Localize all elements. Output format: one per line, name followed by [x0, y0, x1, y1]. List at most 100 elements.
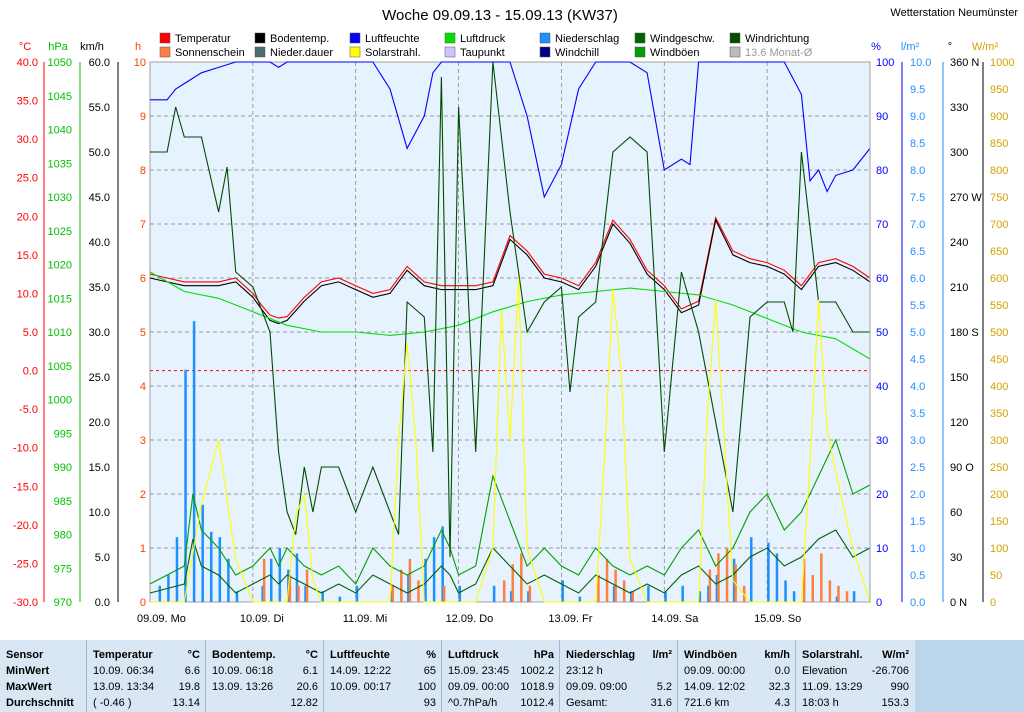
bar-Niederschlag — [338, 596, 342, 602]
bar-Niederschlag — [707, 585, 710, 602]
bar-Niederschlag — [664, 591, 667, 602]
bar-Niederschlag — [424, 558, 427, 602]
stats-cell-label: 18:03 h — [802, 697, 839, 709]
y-tick-label-pressure: 1020 — [48, 260, 72, 272]
bar-Niederschlag — [835, 596, 839, 602]
bar-Niederschlag — [304, 585, 307, 602]
legend-label: Windrichtung — [745, 33, 809, 45]
bar-Niederschlag — [492, 585, 496, 602]
y-tick-label-rain: 4.5 — [910, 354, 925, 366]
y-tick-label-hours: 8 — [140, 165, 146, 177]
line-Windrichtung — [150, 61, 870, 558]
stats-column-header: Bodentemp. °C — [212, 647, 318, 663]
stats-cell-row: Gesamt: 31.6 — [566, 695, 672, 711]
y-tick-label-wind: 30.0 — [89, 327, 110, 339]
y-tick-label-pressure: 1000 — [48, 395, 72, 407]
y-tick-label-solar: 500 — [990, 327, 1008, 339]
y-tick-label-humidity: 10 — [876, 543, 888, 555]
stats-cell-label: 721.6 km — [684, 697, 730, 709]
stats-column-unit: W/m² — [882, 649, 909, 661]
y-tick-label-rain: 7.0 — [910, 219, 925, 231]
y-tick-label-pressure: 1040 — [48, 125, 72, 137]
y-tick-label-direction: 300 — [950, 147, 968, 159]
x-tick-label: 15.09. So — [754, 613, 801, 625]
bar-Sonnenschein — [820, 553, 823, 602]
bar-Niederschlag — [184, 369, 187, 602]
y-tick-label-rain: 8.0 — [910, 165, 925, 177]
bar-Niederschlag — [261, 585, 264, 602]
legend-label: Luftdruck — [460, 33, 506, 45]
legend-swatch — [634, 46, 646, 58]
station-name: Wetterstation Neumünster — [890, 7, 1018, 19]
y-tick-label-rain: 0.5 — [910, 570, 925, 582]
axis-unit-temperature: °C — [19, 41, 31, 53]
y-tick-label-humidity: 60 — [876, 273, 888, 285]
stats-cell-label: 11.09. 13:29 — [802, 681, 863, 693]
stats-column-title: Luftdruck — [448, 649, 499, 661]
y-tick-label-pressure: 970 — [54, 597, 72, 609]
y-tick-label-solar: 300 — [990, 435, 1008, 447]
y-tick-label-pressure: 980 — [54, 530, 72, 542]
y-tick-label-rain: 9.5 — [910, 84, 925, 96]
line-Solarstrahl. — [150, 277, 871, 603]
line-Luftfeuchte — [150, 61, 871, 199]
y-tick-label-direction: 30 — [950, 552, 962, 564]
y-tick-label-rain: 2.0 — [910, 489, 925, 501]
stats-cell-label: 09.09. 09:00 — [566, 681, 628, 693]
legend-label: Solarstrahl. — [365, 47, 421, 59]
stats-cell-row: 23:12 h — [566, 663, 672, 679]
y-tick-label-solar: 600 — [990, 273, 1008, 285]
stats-cell-value: 6.1 — [302, 665, 318, 677]
bar-Niederschlag — [715, 575, 719, 602]
y-tick-label-temperature: 25.0 — [17, 173, 38, 185]
y-tick-label-wind: 50.0 — [89, 147, 110, 159]
stats-cell-label: 14.09. 12:02 — [684, 681, 746, 693]
stats-cell-row: 09.09. 00:00 1018.9 — [448, 679, 554, 695]
y-tick-label-wind: 5.0 — [95, 552, 110, 564]
bar-Sonnenschein — [288, 575, 292, 602]
bar-Sonnenschein — [442, 585, 446, 602]
y-tick-label-pressure: 1025 — [48, 226, 72, 238]
stats-cell-row: ( -0.46 ) 13.14 — [93, 695, 200, 711]
bar-Niederschlag — [852, 591, 856, 602]
y-tick-label-wind: 25.0 — [89, 372, 110, 384]
bar-Niederschlag — [750, 537, 753, 602]
legend-swatch — [349, 46, 361, 58]
bar-Sonnenschein — [845, 591, 849, 602]
stats-cell-row: 10.09. 06:34 6.6 — [93, 663, 200, 679]
stats-column-header: Niederschlag l/m² — [566, 647, 672, 663]
legend-label: Luftfeuchte — [365, 33, 419, 45]
y-tick-label-pressure: 1010 — [48, 327, 72, 339]
bar-Sonnenschein — [417, 580, 420, 602]
stats-cell-value: 153.3 — [881, 697, 909, 709]
stats-cell-value: 13.14 — [172, 697, 200, 709]
stats-cell-value: 990 — [890, 681, 909, 693]
stats-cell-row: 09.09. 00:00 0.0 — [684, 663, 790, 679]
bar-Sonnenschein — [717, 553, 720, 602]
stats-cell-row: 14.09. 12:02 32.3 — [684, 679, 790, 695]
stats-cell-row: 15.09. 23:45 1002.2 — [448, 663, 554, 679]
stats-cell-label: 09.09. 00:00 — [684, 665, 746, 677]
stats-cell-value: -26.706 — [871, 665, 909, 677]
bar-Sonnenschein — [391, 585, 394, 602]
y-tick-label-rain: 5.0 — [910, 327, 925, 339]
y-tick-label-rain: 1.0 — [910, 543, 925, 555]
stats-cell-row: 11.09. 13:29 990 — [802, 679, 909, 695]
bar-Niederschlag — [612, 585, 616, 602]
y-tick-label-pressure: 995 — [54, 428, 72, 440]
y-tick-label-direction: 180 S — [950, 327, 979, 339]
legend-label: Temperatur — [175, 33, 231, 45]
x-tick-label: 11.09. Mi — [343, 613, 387, 625]
y-tick-label-hours: 4 — [140, 381, 146, 393]
y-tick-label-solar: 450 — [990, 354, 1008, 366]
y-tick-label-pressure: 1050 — [48, 57, 72, 69]
legend-label: Sonnenschein — [175, 47, 245, 59]
y-tick-label-wind: 55.0 — [89, 102, 110, 114]
bar-Niederschlag — [775, 553, 779, 602]
bar-Sonnenschein — [297, 585, 300, 602]
y-tick-label-hours: 5 — [140, 327, 146, 339]
legend: Temperatur Bodentemp. Luftfeuchte Luftdruck… — [159, 32, 813, 59]
stats-column-unit: km/h — [764, 649, 790, 661]
bar-Niederschlag — [458, 585, 462, 602]
bar-Niederschlag — [278, 548, 282, 602]
